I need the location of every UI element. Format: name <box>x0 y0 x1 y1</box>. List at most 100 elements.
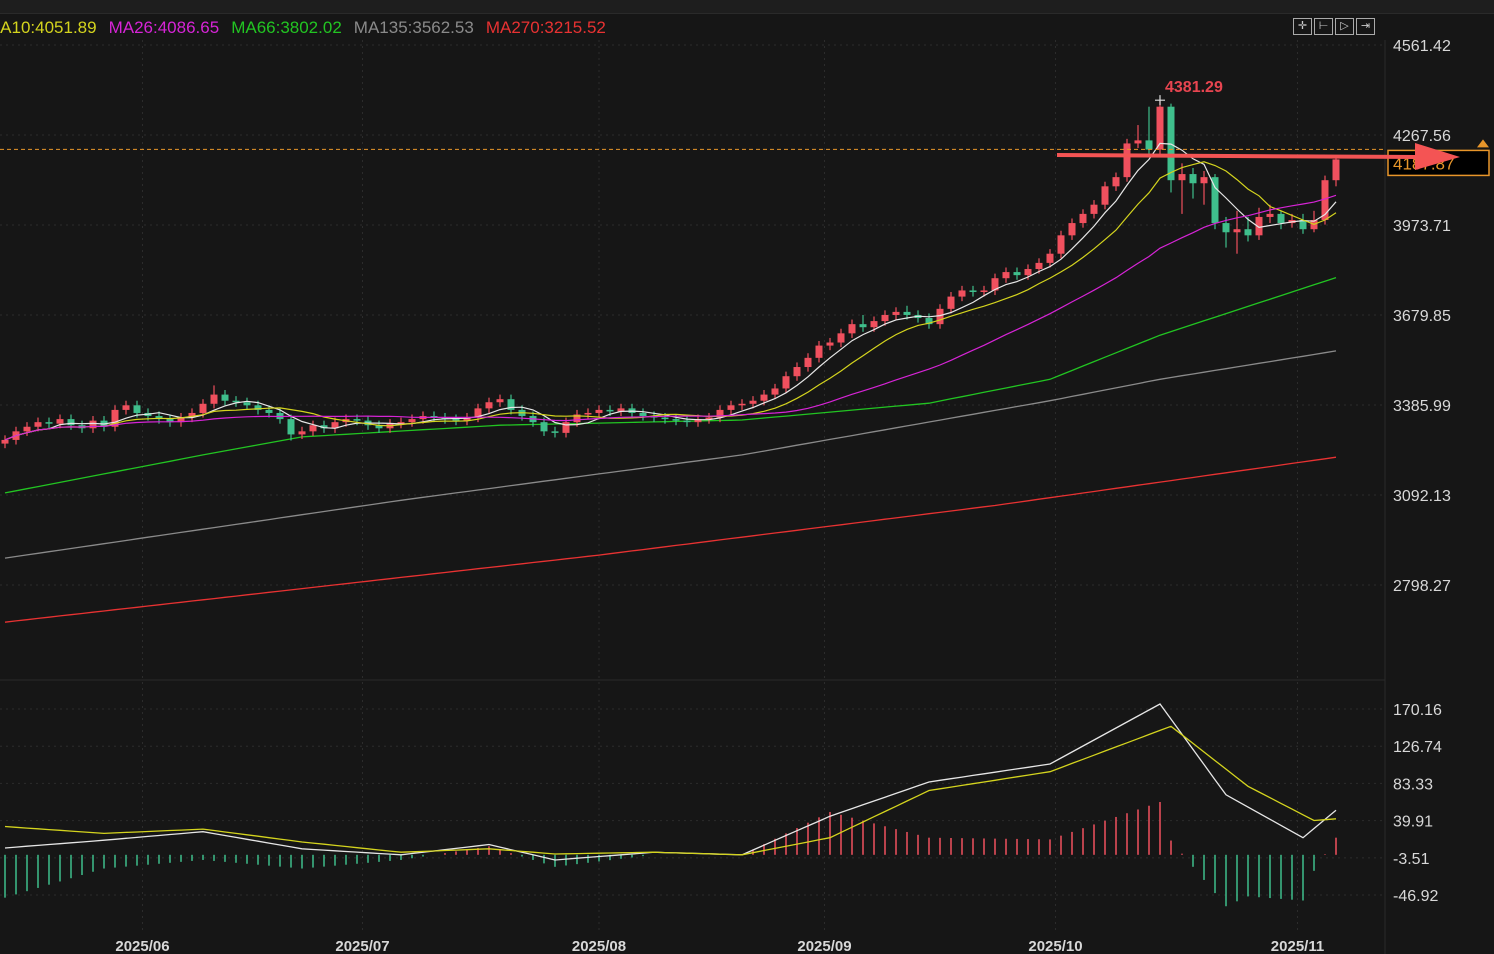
crosshair-icon[interactable]: ✛ <box>1293 18 1312 35</box>
candle <box>320 420 328 433</box>
macd-tick-label: 39.91 <box>1393 814 1433 831</box>
candle-body <box>485 402 493 409</box>
candle-body <box>760 394 768 401</box>
candle <box>243 397 251 410</box>
candle-body <box>1046 253 1054 263</box>
candle-body <box>89 420 97 429</box>
candle <box>1090 200 1098 219</box>
candle <box>716 405 724 423</box>
candle-body <box>320 425 328 429</box>
candle <box>1002 267 1010 283</box>
play-icon[interactable]: ▷ <box>1335 18 1354 35</box>
candle-body <box>738 403 746 406</box>
candle-body <box>1145 140 1153 150</box>
candle-body <box>859 324 867 328</box>
candle-body <box>782 376 790 389</box>
ma-line-ma66 <box>4 276 1337 494</box>
candle <box>705 412 713 424</box>
candle-body <box>793 367 801 377</box>
ma-line-ma5 <box>4 142 1337 441</box>
candle <box>188 408 196 423</box>
candle-body <box>826 342 834 346</box>
candle <box>331 417 339 433</box>
candle <box>1046 249 1054 268</box>
candle <box>1013 267 1021 280</box>
candle-body <box>694 419 702 423</box>
candle <box>232 396 240 407</box>
candle <box>947 291 955 314</box>
candle-body <box>1156 106 1164 150</box>
candle <box>287 414 295 441</box>
candle-body <box>430 416 438 418</box>
candle-body <box>265 409 273 413</box>
price-tick-label: 3092.13 <box>1393 488 1451 505</box>
candle-body <box>617 408 625 412</box>
candle-body <box>133 405 141 413</box>
candle-body <box>474 408 482 418</box>
candle <box>793 362 801 381</box>
candle-body <box>243 402 251 406</box>
candle <box>1299 213 1307 234</box>
candle <box>551 426 559 438</box>
candle-body <box>56 419 64 424</box>
candle <box>804 353 812 372</box>
candle <box>463 412 471 426</box>
candle <box>397 417 405 429</box>
candle <box>1277 210 1285 230</box>
candle <box>408 414 416 427</box>
candle <box>540 417 548 436</box>
date-tick-label: 2025/08 <box>572 938 626 954</box>
ma-legend: MA10:4051.89 MA26:4086.65 MA66:3802.02 MA13… <box>0 18 618 38</box>
candle-body <box>1299 220 1307 230</box>
candle-body <box>892 311 900 315</box>
candle-body <box>771 388 779 395</box>
candle <box>925 313 933 329</box>
candle <box>859 314 867 332</box>
candle <box>771 383 779 400</box>
date-tick-label: 2025/07 <box>335 938 389 954</box>
candle-body <box>727 405 735 410</box>
candle <box>903 305 911 320</box>
candle-body <box>1266 213 1274 217</box>
candle-body <box>1068 223 1076 236</box>
candle-body <box>562 422 570 433</box>
candle <box>1189 167 1197 199</box>
candle <box>1167 103 1175 193</box>
macd-tick-label: 83.33 <box>1393 776 1433 793</box>
candle-body <box>45 422 53 424</box>
candle-body <box>980 290 988 292</box>
candle-body <box>848 324 856 334</box>
candle-body <box>837 333 845 343</box>
candle-body <box>1189 174 1197 184</box>
candle-body <box>1024 269 1032 276</box>
candle-body <box>1112 177 1120 187</box>
candle <box>45 417 53 429</box>
range-icon[interactable]: ⊢ <box>1314 18 1333 35</box>
candle <box>111 405 119 432</box>
candle <box>727 400 735 415</box>
candle-body <box>1211 177 1219 224</box>
top-toolbar <box>0 0 1494 14</box>
candle-body <box>177 417 185 423</box>
candle <box>881 310 889 326</box>
candle <box>1123 138 1131 182</box>
candle-body <box>1332 159 1340 181</box>
candle-body <box>958 290 966 297</box>
goto-end-icon[interactable]: ⇥ <box>1356 18 1375 35</box>
legend-ma26: MA26:4086.65 <box>108 18 220 37</box>
price-tick-label: 3973.71 <box>1393 218 1451 235</box>
candle <box>1134 125 1142 149</box>
candle-body <box>331 422 339 429</box>
candle <box>1079 209 1087 228</box>
candle <box>1266 204 1274 224</box>
candle-body <box>23 426 31 432</box>
candle-body <box>298 431 306 435</box>
candle <box>782 371 790 394</box>
macd-tick-label: 170.16 <box>1393 702 1442 719</box>
candle-body <box>1035 262 1043 270</box>
ma-line-ma270 <box>4 456 1337 623</box>
alert-marker-icon <box>1477 139 1489 148</box>
candle <box>265 405 273 418</box>
date-tick-label: 2025/09 <box>797 938 851 954</box>
